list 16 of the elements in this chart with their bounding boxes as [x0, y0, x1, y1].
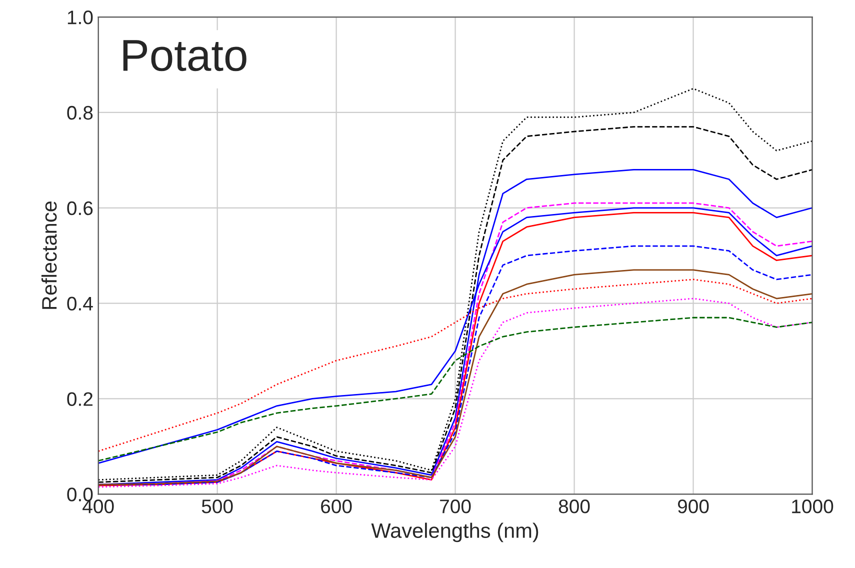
y-tick-label: 0.6	[67, 201, 93, 216]
x-tick-label: 400	[82, 500, 114, 514]
x-tick-label: 1000	[792, 500, 834, 514]
x-axis-title: Wavelengths (nm)	[371, 522, 538, 542]
chart-title: Potato	[123, 40, 246, 72]
x-tick-label: 700	[440, 500, 471, 514]
y-tick-label: 0.8	[67, 106, 93, 120]
y-tick-label: 1.0	[68, 10, 93, 24]
x-tick-label: 500	[202, 500, 233, 514]
y-axis-title: Reflectance	[41, 202, 57, 309]
x-tick-label: 800	[558, 500, 590, 514]
x-tick-label: 600	[321, 500, 352, 514]
y-tick-label: 0.2	[67, 392, 92, 406]
y-tick-label: 0.4	[67, 296, 93, 311]
x-tick-label: 900	[678, 500, 709, 514]
y-tick-label: 0.0	[67, 488, 93, 502]
